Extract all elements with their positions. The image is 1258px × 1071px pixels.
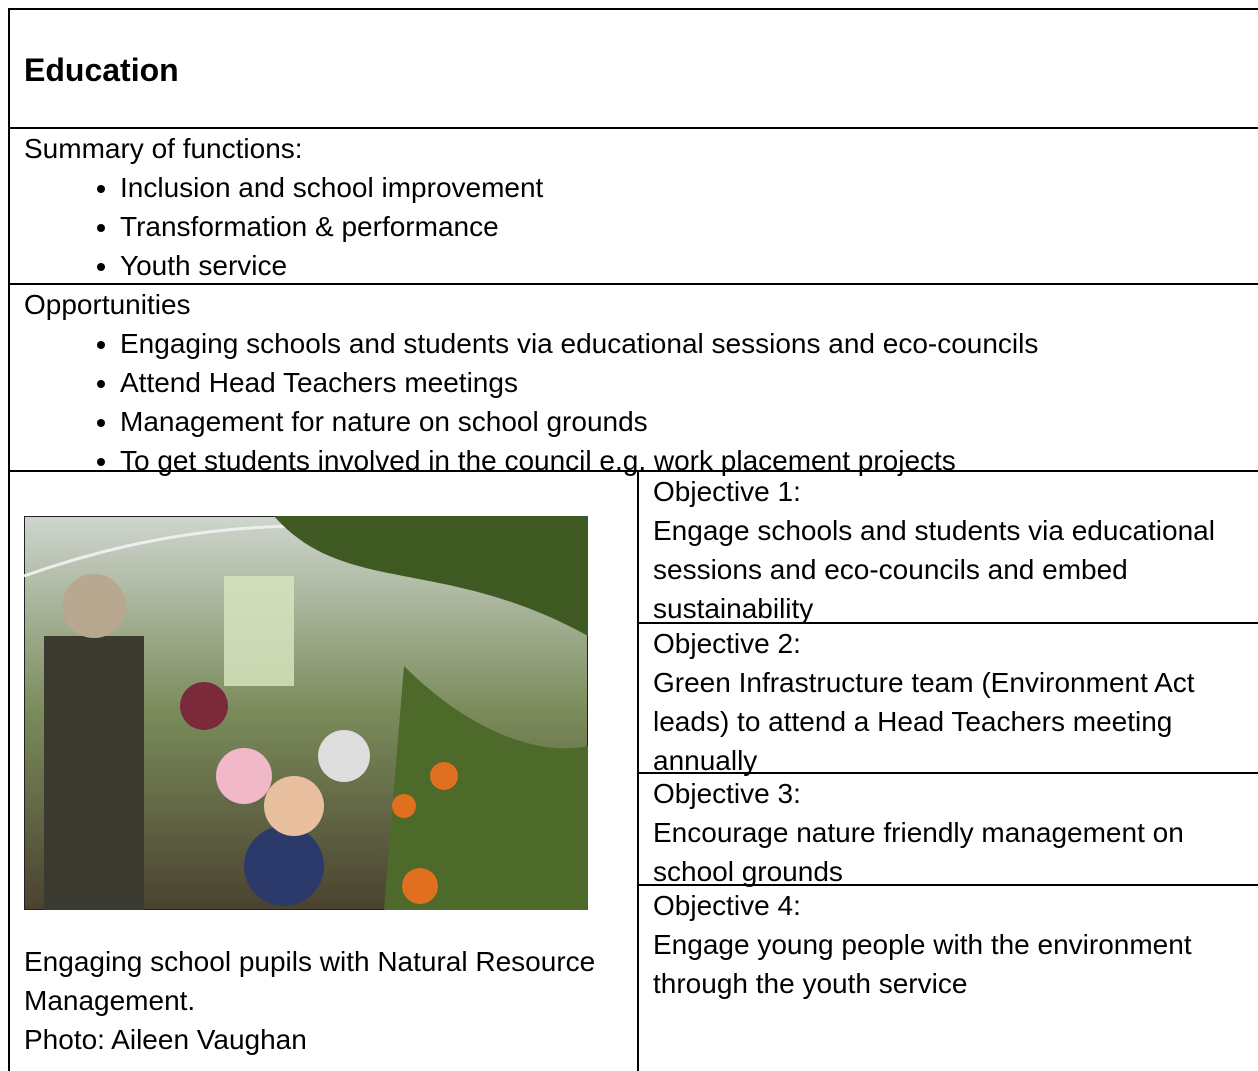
opportunity-item: Attend Head Teachers meetings [120, 363, 1258, 402]
opportunities-row: Opportunities Engaging schools and stude… [8, 283, 1258, 476]
summary-item: Transformation & performance [120, 207, 1258, 246]
objective-text: Engage schools and students via educatio… [653, 515, 1215, 624]
summary-list: Inclusion and school improvementTransfor… [24, 168, 1258, 285]
photo-caption-block: Engaging school pupils with Natural Reso… [24, 942, 634, 1059]
title: Education [24, 52, 179, 88]
opportunity-item: Management for nature on school grounds [120, 402, 1258, 441]
objective-label: Objective 1: [653, 476, 801, 507]
objective-cell: Objective 4: Engage young people with the… [639, 884, 1258, 1071]
photo-credit: Photo: Aileen Vaughan [24, 1024, 307, 1055]
photo-cell: Engaging school pupils with Natural Reso… [8, 470, 639, 1071]
opportunities-list: Engaging schools and students via educat… [24, 324, 1258, 480]
summary-item: Youth service [120, 246, 1258, 285]
objective-cell: Objective 1: Engage schools and students … [639, 470, 1258, 624]
opportunities-heading: Opportunities [24, 289, 191, 320]
summary-heading: Summary of functions: [24, 133, 303, 164]
summary-item: Inclusion and school improvement [120, 168, 1258, 207]
objective-text: Encourage nature friendly management on … [653, 817, 1184, 887]
objective-label: Objective 2: [653, 628, 801, 659]
objective-label: Objective 3: [653, 778, 801, 809]
photo-caption: Engaging school pupils with Natural Reso… [24, 946, 596, 1016]
objective-cell: Objective 2: Green Infrastructure team (E… [639, 622, 1258, 776]
objective-text: Green Infrastructure team (Environment A… [653, 667, 1195, 776]
objective-text: Engage young people with the environment… [653, 929, 1192, 999]
objective-label: Objective 4: [653, 890, 801, 921]
summary-row: Summary of functions: Inclusion and scho… [8, 127, 1258, 284]
opportunity-item: Engaging schools and students via educat… [120, 324, 1258, 363]
objective-cell: Objective 3: Encourage nature friendly ma… [639, 772, 1258, 887]
photo [24, 516, 588, 910]
title-row: Education [8, 8, 1258, 128]
